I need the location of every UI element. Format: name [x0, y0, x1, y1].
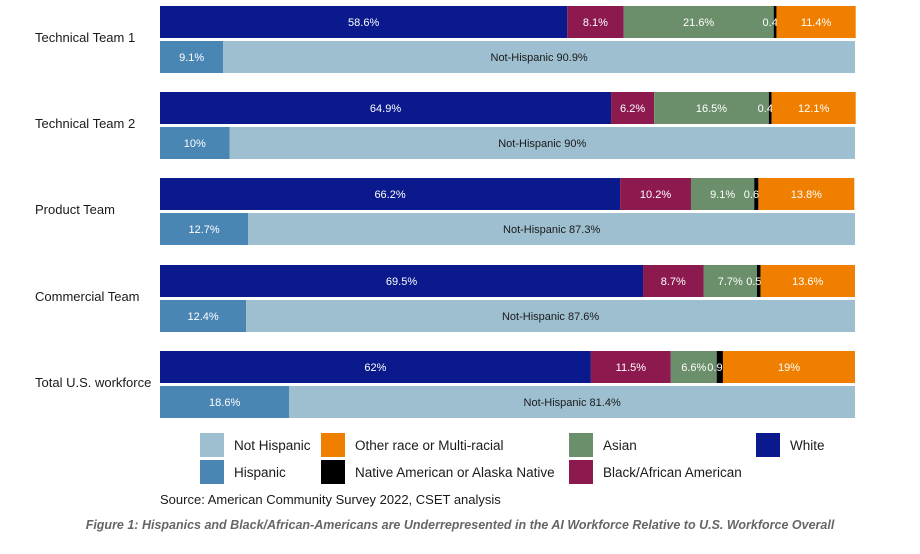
data-label-ethnicity-not-hispanic-technical-team-2: Not-Hispanic 90% — [498, 138, 586, 150]
data-label-race-other-race-or-multi-racial-product-team: 13.8% — [791, 189, 822, 201]
bar-race-white-commercial-team — [160, 265, 644, 297]
data-label-race-white-technical-team-1: 58.6% — [348, 17, 379, 29]
bars: 58.6% 8.1% 21.6% 0.4% 11.4%9.1% Not-Hispanic … — [160, 6, 856, 418]
legend-swatch-hispanic — [200, 460, 224, 484]
bar-race-other-race-or-multi-racial-total-u-s-workforce — [722, 351, 855, 383]
bar-race-asian-total-u-s-workforce — [670, 351, 717, 383]
bar-race-black-african-american-total-u-s-workforce — [590, 351, 671, 383]
bar-ethnicity-not-hispanic-commercial-team — [246, 300, 855, 332]
bar-race-white-technical-team-2 — [160, 92, 612, 124]
data-label-ethnicity-hispanic-commercial-team: 12.4% — [187, 311, 218, 323]
data-label-race-black-african-american-technical-team-1: 8.1% — [583, 17, 608, 29]
data-label-race-asian-commercial-team: 7.7% — [718, 276, 743, 288]
data-label-race-asian-technical-team-1: 21.6% — [683, 17, 714, 29]
data-label-race-other-race-or-multi-racial-commercial-team: 13.6% — [792, 276, 823, 288]
data-label-ethnicity-hispanic-product-team: 12.7% — [189, 224, 220, 236]
category-label-technical-team-2: Technical Team 2 — [35, 116, 135, 131]
data-label-ethnicity-not-hispanic-technical-team-1: Not-Hispanic 90.9% — [491, 52, 588, 64]
bar-race-white-total-u-s-workforce — [160, 351, 591, 383]
legend-label-black-african-american: Black/African American — [603, 465, 742, 480]
bar-ethnicity-not-hispanic-technical-team-1 — [223, 41, 855, 73]
legend-swatch-native-american-or-alaska-native — [321, 460, 345, 484]
bar-race-native-american-or-alaska-native-technical-team-2 — [768, 92, 772, 124]
legend-label-hispanic: Hispanic — [234, 465, 286, 480]
data-label-ethnicity-not-hispanic-commercial-team: Not-Hispanic 87.6% — [502, 311, 599, 323]
legend-label-not-hispanic: Not Hispanic — [234, 438, 311, 453]
legend-swatch-other-race-or-multi-racial — [321, 433, 345, 457]
bar-race-asian-commercial-team — [703, 265, 758, 297]
bar-race-black-african-american-product-team — [620, 178, 691, 210]
data-label-race-black-african-american-technical-team-2: 6.2% — [620, 103, 645, 115]
legend-swatch-white — [756, 433, 780, 457]
data-label-race-asian-total-u-s-workforce: 6.6% — [681, 362, 706, 374]
legend-label-white: White — [790, 438, 825, 453]
data-label-race-asian-technical-team-2: 16.5% — [696, 103, 727, 115]
data-label-race-white-technical-team-2: 64.9% — [370, 103, 401, 115]
category-label-commercial-team: Commercial Team — [35, 289, 140, 304]
bar-ethnicity-hispanic-commercial-team — [160, 300, 247, 332]
data-label-race-black-african-american-product-team: 10.2% — [640, 189, 671, 201]
bar-ethnicity-hispanic-technical-team-1 — [160, 41, 224, 73]
bar-ethnicity-hispanic-total-u-s-workforce — [160, 386, 290, 418]
bar-ethnicity-hispanic-technical-team-2 — [160, 127, 230, 159]
legend-swatch-asian — [569, 433, 593, 457]
bar-race-native-american-or-alaska-native-commercial-team — [757, 265, 761, 297]
data-label-race-asian-product-team: 9.1% — [710, 189, 735, 201]
bar-ethnicity-hispanic-product-team — [160, 213, 249, 245]
bar-race-other-race-or-multi-racial-technical-team-1 — [776, 6, 856, 38]
bar-race-native-american-or-alaska-native-total-u-s-workforce — [716, 351, 723, 383]
bar-race-asian-product-team — [690, 178, 755, 210]
data-label-ethnicity-hispanic-technical-team-2: 10% — [184, 138, 206, 150]
legend-swatch-not-hispanic — [200, 433, 224, 457]
legend-label-native-american-or-alaska-native: Native American or Alaska Native — [355, 465, 555, 480]
category-label-technical-team-1: Technical Team 1 — [35, 30, 135, 45]
category-label-total-u-s-workforce: Total U.S. workforce — [35, 375, 151, 390]
data-label-race-white-product-team: 66.2% — [374, 189, 405, 201]
bar-race-black-african-american-technical-team-1 — [567, 6, 624, 38]
data-label-ethnicity-hispanic-total-u-s-workforce: 18.6% — [209, 397, 240, 409]
data-label-race-other-race-or-multi-racial-total-u-s-workforce: 19% — [778, 362, 800, 374]
data-label-ethnicity-hispanic-technical-team-1: 9.1% — [179, 52, 204, 64]
source-note: Source: American Community Survey 2022, … — [160, 492, 501, 507]
bar-ethnicity-not-hispanic-product-team — [248, 213, 855, 245]
bar-race-black-african-american-technical-team-2 — [611, 92, 655, 124]
legend: Not Hispanic Other race or Multi-racial As… — [200, 433, 825, 484]
figure-caption: Figure 1: Hispanics and Black/African-Am… — [85, 518, 835, 532]
data-label-race-other-race-or-multi-racial-technical-team-1: 11.4% — [801, 17, 832, 29]
data-label-ethnicity-not-hispanic-total-u-s-workforce: Not-Hispanic 81.4% — [524, 397, 621, 409]
bar-race-other-race-or-multi-racial-technical-team-2 — [771, 92, 856, 124]
bar-race-white-product-team — [160, 178, 621, 210]
bar-ethnicity-not-hispanic-technical-team-2 — [229, 127, 855, 159]
data-label-race-black-african-american-commercial-team: 8.7% — [661, 276, 686, 288]
team-labels: Technical Team 1 Technical Team 2 Product … — [35, 30, 151, 390]
data-label-race-other-race-or-multi-racial-technical-team-2: 12.1% — [798, 103, 829, 115]
bar-race-other-race-or-multi-racial-product-team — [758, 178, 855, 210]
category-label-product-team: Product Team — [35, 202, 115, 217]
data-label-race-black-african-american-total-u-s-workforce: 11.5% — [616, 362, 647, 374]
bar-race-white-technical-team-1 — [160, 6, 568, 38]
data-label-race-white-total-u-s-workforce: 62% — [364, 362, 386, 374]
data-label-ethnicity-not-hispanic-product-team: Not-Hispanic 87.3% — [503, 224, 600, 236]
data-label-race-white-commercial-team: 69.5% — [386, 276, 417, 288]
legend-label-asian: Asian — [603, 438, 637, 453]
bar-race-other-race-or-multi-racial-commercial-team — [760, 265, 855, 297]
bar-ethnicity-not-hispanic-total-u-s-workforce — [289, 386, 855, 418]
legend-swatch-black-african-american — [569, 460, 593, 484]
bar-race-asian-technical-team-1 — [623, 6, 774, 38]
legend-label-other-race-or-multi-racial: Other race or Multi-racial — [355, 438, 504, 453]
bar-race-asian-technical-team-2 — [654, 92, 769, 124]
bar-race-native-american-or-alaska-native-technical-team-1 — [773, 6, 777, 38]
bar-race-native-american-or-alaska-native-product-team — [754, 178, 759, 210]
bar-race-black-african-american-commercial-team — [643, 265, 704, 297]
